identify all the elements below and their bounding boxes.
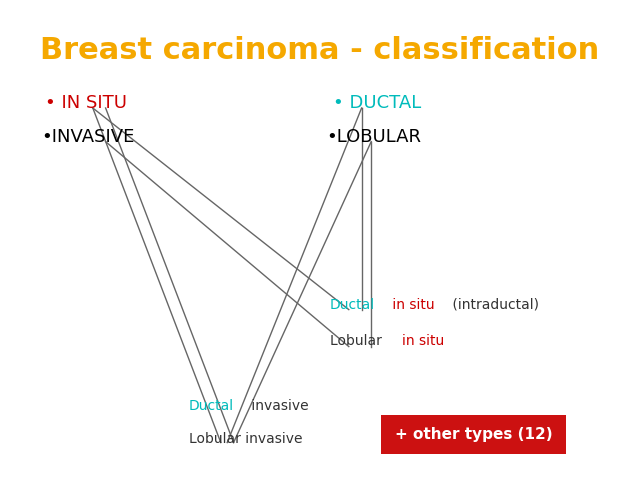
Text: Lobular: Lobular <box>330 334 386 348</box>
Text: in situ: in situ <box>388 298 435 312</box>
Text: + other types (12): + other types (12) <box>395 427 552 442</box>
Text: • IN SITU: • IN SITU <box>45 94 127 112</box>
Text: • DUCTAL: • DUCTAL <box>333 94 421 112</box>
Text: •INVASIVE: •INVASIVE <box>42 128 135 146</box>
Text: •LOBULAR: •LOBULAR <box>326 128 421 146</box>
Text: (intraductal): (intraductal) <box>448 298 539 312</box>
Text: Lobular invasive: Lobular invasive <box>189 432 302 446</box>
Text: Ductal: Ductal <box>189 398 234 413</box>
Text: in situ: in situ <box>402 334 444 348</box>
Text: Breast carcinoma - classification: Breast carcinoma - classification <box>40 36 600 65</box>
FancyBboxPatch shape <box>381 415 566 454</box>
Text: invasive: invasive <box>247 398 308 413</box>
Text: Ductal: Ductal <box>330 298 375 312</box>
